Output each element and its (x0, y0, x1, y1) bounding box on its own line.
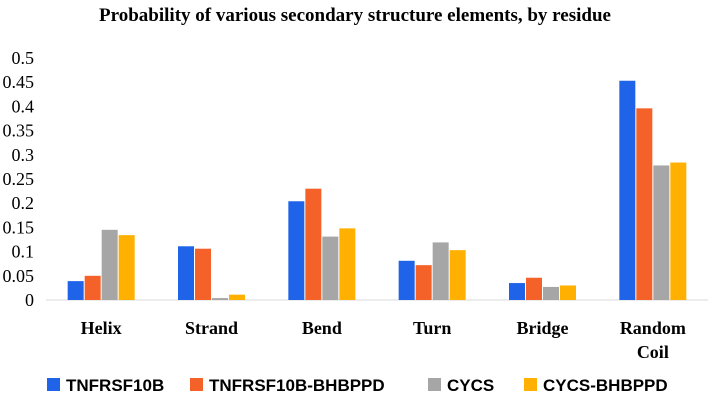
legend-label: TNFRSF10B (66, 376, 164, 395)
bar (636, 108, 653, 300)
y-tick-label: 0 (25, 290, 34, 310)
y-tick-label: 0.5 (12, 48, 35, 68)
legend-label: CYCS (447, 376, 494, 395)
bar (560, 285, 576, 300)
bar (398, 260, 415, 300)
bar (526, 277, 542, 300)
bar (101, 229, 118, 300)
x-tick-label: Bridge (517, 318, 569, 338)
bar (178, 246, 194, 300)
y-tick-label: 0.2 (12, 193, 35, 213)
x-tick-label: Random Coil (620, 318, 686, 362)
bar (619, 80, 636, 300)
x-tick-label: Bend (302, 318, 342, 338)
bar (84, 275, 101, 300)
bar (509, 283, 525, 300)
bar (229, 294, 245, 300)
bar (118, 235, 135, 300)
bars-group (67, 80, 687, 300)
bar (415, 265, 432, 300)
x-axis-labels: Helix Strand Bend Turn Bridge Random Coil (81, 318, 686, 362)
chart-title: Probability of various secondary structu… (99, 5, 611, 26)
y-tick-label: 0.25 (3, 169, 35, 189)
legend-label: TNFRSF10B-BHBPPD (209, 376, 385, 395)
bar (653, 165, 670, 300)
y-tick-label: 0.4 (12, 96, 35, 116)
legend-label: CYCS-BHBPPD (543, 376, 668, 395)
y-tick-label: 0.1 (12, 242, 35, 262)
y-tick-label: 0.05 (3, 266, 35, 286)
bar (543, 286, 559, 300)
x-tick-label: Turn (413, 318, 451, 338)
legend-swatch (524, 378, 537, 391)
y-axis: 0 0.05 0.1 0.15 0.2 0.25 0.3 0.35 0.4 0.45 0.5 (3, 48, 35, 310)
bar (322, 236, 339, 300)
x-tick-label: Strand (185, 318, 238, 338)
y-tick-label: 0.45 (3, 72, 35, 92)
bar (67, 281, 84, 300)
y-tick-label: 0.15 (3, 217, 35, 237)
bar (288, 201, 305, 300)
legend-swatch (428, 378, 441, 391)
bar (195, 248, 211, 300)
y-tick-label: 0.3 (12, 145, 35, 165)
legend-swatch (47, 378, 60, 391)
bar (449, 250, 466, 300)
legend-swatch (190, 378, 203, 391)
bar (339, 228, 356, 300)
x-tick-label: Helix (81, 318, 122, 338)
bar (305, 188, 322, 300)
bar (432, 242, 449, 300)
legend: TNFRSF10B TNFRSF10B-BHBPPD CYCS CYCS-BHBPPD (47, 376, 668, 395)
bar (212, 298, 228, 300)
y-tick-label: 0.35 (3, 121, 35, 141)
bar (670, 162, 687, 300)
